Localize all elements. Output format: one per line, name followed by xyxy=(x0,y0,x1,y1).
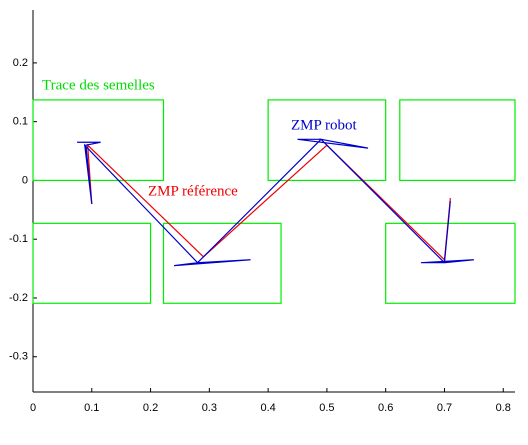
x-tick-label: 0.7 xyxy=(437,402,452,414)
footprint xyxy=(32,222,152,304)
y-tick-label: 0.2 xyxy=(13,57,28,69)
footprint xyxy=(32,99,165,182)
series-label: ZMP référence xyxy=(148,183,238,199)
x-tick-label: 0.2 xyxy=(143,402,158,414)
y-tick-label: -0.2 xyxy=(9,292,28,304)
x-tick-label: 0.3 xyxy=(202,402,217,414)
y-tick-label: -0.3 xyxy=(9,351,28,363)
series-label: ZMP robot xyxy=(291,117,358,133)
footprint-label: Trace des semelles xyxy=(42,77,155,93)
footprint xyxy=(162,222,282,304)
x-tick-label: 0.4 xyxy=(260,402,275,414)
footprint xyxy=(399,99,516,182)
y-tick-label: 0 xyxy=(22,174,28,186)
y-tick-label: 0.1 xyxy=(13,116,28,128)
x-tick-label: 0 xyxy=(30,402,36,414)
y-tick-label: -0.1 xyxy=(9,233,28,245)
footprint xyxy=(385,222,516,304)
x-tick-label: 0.6 xyxy=(378,402,393,414)
series-line xyxy=(77,138,474,267)
x-tick-label: 0.8 xyxy=(496,402,511,414)
x-tick-label: 0.5 xyxy=(319,402,334,414)
series-line xyxy=(86,143,451,262)
x-tick-label: 0.1 xyxy=(84,402,99,414)
footprint xyxy=(267,99,387,182)
